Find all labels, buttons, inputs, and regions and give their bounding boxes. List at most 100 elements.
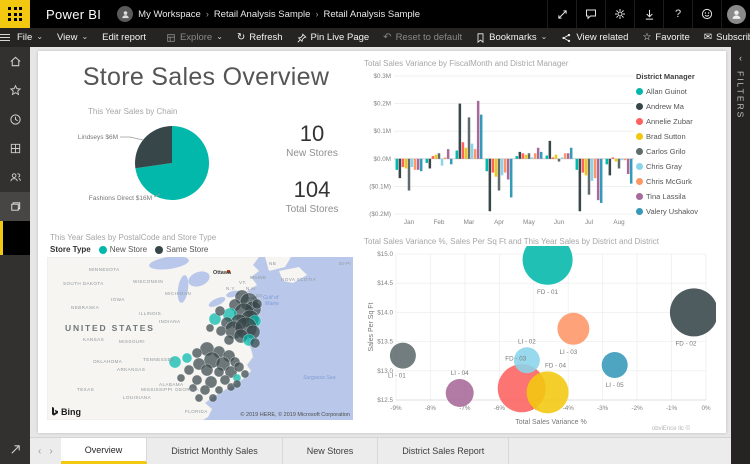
nav-favorites[interactable]	[0, 76, 30, 105]
kpi-total-stores[interactable]: 104 Total Stores	[262, 177, 362, 215]
bubble-LI-05[interactable]	[601, 352, 628, 378]
nav-apps[interactable]	[0, 134, 30, 163]
bubble-FD-04[interactable]	[526, 371, 569, 414]
svg-text:Jun: Jun	[554, 219, 565, 226]
legend-dot	[155, 245, 164, 254]
nav-hamburger-icon[interactable]	[0, 28, 10, 47]
filters-panel-label[interactable]: FILTERS	[735, 71, 746, 120]
help-icon[interactable]: ?	[663, 0, 692, 28]
bubble-LI-01[interactable]	[389, 342, 416, 369]
view-menu[interactable]: View ⌄	[57, 32, 89, 43]
breadcrumb-workspace[interactable]: My Workspace	[138, 8, 201, 20]
legend-item[interactable]: Chris Gray	[636, 159, 720, 174]
favorite-button[interactable]: ☆ Favorite	[642, 31, 690, 43]
ottawa-marker	[227, 270, 230, 273]
legend-item[interactable]: Brad Sutton	[636, 129, 720, 144]
svg-text:-9%: -9%	[390, 405, 402, 412]
breadcrumb-app[interactable]: Retail Analysis Sample	[213, 8, 311, 20]
settings-gear-icon[interactable]	[605, 0, 634, 28]
scatter-chart-visual[interactable]: Total Sales Variance %, Sales Per Sq Ft …	[364, 234, 724, 429]
bing-map[interactable]: MINNESOTA WISCONSIN MICHIGAN SOUTH DAKOTA IO…	[46, 256, 353, 421]
tab-new-stores[interactable]: New Stores	[282, 438, 379, 464]
legend-item[interactable]: Chris McGurk	[636, 174, 720, 189]
legend-item[interactable]: Carlos Grilo	[636, 144, 720, 159]
nav-workspaces[interactable]	[0, 192, 30, 221]
svg-text:LI - 05: LI - 05	[606, 382, 624, 389]
tab-district-monthly-sales[interactable]: District Monthly Sales	[147, 438, 283, 464]
tab-district-sales-report[interactable]: District Sales Report	[378, 438, 510, 464]
legend-title: District Manager	[636, 72, 695, 81]
subscribe-button[interactable]: ✉Subscribe	[703, 31, 750, 43]
explore-menu[interactable]: Explore ⌄	[159, 28, 230, 47]
svg-text:$13.0: $13.0	[377, 368, 393, 375]
nav-shared-with-me[interactable]	[0, 163, 30, 192]
map-canvas[interactable]: MINNESOTA WISCONSIN MICHIGAN SOUTH DAKOTA IO…	[46, 256, 353, 421]
svg-text:ILLINOIS: ILLINOIS	[139, 311, 161, 316]
map-visual[interactable]: This Year Sales by PostalCode and Store …	[46, 233, 364, 425]
report-page: Store Sales Overview This Year Sales by …	[38, 51, 726, 433]
nav-home[interactable]	[0, 47, 30, 76]
svg-text:($0.1M): ($0.1M)	[369, 183, 391, 190]
expand-filters-icon[interactable]: ‹	[739, 53, 742, 63]
scatter-chart[interactable]: -9%-8%-7%-6%-5%-4%-3%-2%-1%0%$12.5$13.0$…	[364, 234, 718, 428]
bookmarks-menu[interactable]: Bookmarks ⌄	[469, 28, 554, 47]
map-title: This Year Sales by PostalCode and Store …	[50, 233, 217, 242]
map-legend-item-new[interactable]: New Store	[98, 245, 147, 254]
legend-item[interactable]: Tina Lassila	[636, 189, 720, 204]
collapse-nav-button[interactable]	[0, 434, 30, 464]
map-legend-item-same[interactable]: Same Store	[155, 245, 208, 254]
svg-text:ARKANSAS: ARKANSAS	[117, 367, 145, 372]
feedback-smiley-icon[interactable]	[692, 0, 721, 28]
refresh-button[interactable]: ↻ Refresh	[236, 31, 283, 43]
legend-item[interactable]: Annelie Zubar	[636, 114, 720, 129]
profile-avatar[interactable]	[721, 0, 750, 28]
svg-text:MAINE: MAINE	[250, 275, 267, 280]
pie-chart-visual[interactable]: This Year Sales by Chain Lindseys $6M Fas…	[52, 107, 352, 217]
bubble-FD-01[interactable]	[522, 234, 573, 285]
bubble-LI-02[interactable]	[513, 347, 540, 374]
bar-chart-visual[interactable]: Total Sales Variance by FiscalMonth and …	[364, 59, 722, 233]
bubble-LI-04[interactable]	[445, 379, 474, 407]
legend-item[interactable]: Valery Ushakov	[636, 204, 720, 219]
home-icon	[10, 56, 20, 67]
svg-text:LI - 04: LI - 04	[451, 370, 469, 377]
edit-report-button[interactable]: Edit report	[102, 32, 146, 43]
tab-forward-icon[interactable]: ›	[49, 445, 53, 457]
clock-icon	[9, 114, 21, 125]
powerbi-logo[interactable]: Power BI	[46, 6, 102, 22]
svg-text:WISCONSIN: WISCONSIN	[133, 279, 163, 284]
svg-text:Feb: Feb	[434, 219, 445, 226]
app-launcher-waffle-icon[interactable]	[0, 0, 30, 28]
svg-text:Jul: Jul	[585, 219, 593, 226]
bar-chart[interactable]: $0.3M $0.2M $0.1M $0.0M ($0.1M) ($0.2M) Jan Feb…	[364, 68, 636, 228]
tab-overview[interactable]: Overview	[60, 438, 148, 464]
legend-item[interactable]: Allan Guinot	[636, 84, 720, 99]
svg-text:-1%: -1%	[666, 405, 678, 412]
svg-text:$15.0: $15.0	[377, 251, 393, 258]
bubble-LI-03[interactable]	[557, 312, 590, 345]
fullscreen-icon[interactable]	[547, 0, 576, 28]
svg-text:-6%: -6%	[494, 405, 506, 412]
pin-live-page-button[interactable]: Pin Live Page	[290, 28, 377, 47]
bing-logo[interactable]: Bing	[51, 407, 81, 417]
file-menu[interactable]: File ⌄	[17, 32, 44, 43]
bubble-FD-02[interactable]	[669, 288, 718, 337]
nav-item-selected-workspace[interactable]	[0, 221, 30, 255]
svg-text:$0.3M: $0.3M	[373, 73, 391, 80]
kpi-new-stores[interactable]: 10 New Stores	[262, 121, 362, 159]
map-bubbles[interactable]	[168, 289, 263, 403]
svg-text:May: May	[523, 219, 536, 226]
download-icon[interactable]	[634, 0, 663, 28]
menubar-right: ↶ Reset to default Bookmarks ⌄ View relate…	[376, 28, 750, 47]
nav-recent[interactable]	[0, 105, 30, 134]
view-related-button[interactable]: View related	[554, 28, 635, 47]
legend-item[interactable]: Andrew Ma	[636, 99, 720, 114]
reset-to-default-button[interactable]: ↶ Reset to default	[383, 31, 463, 43]
tab-back-icon[interactable]: ‹	[38, 445, 42, 457]
workspace-avatar[interactable]	[117, 6, 134, 22]
svg-text:-4%: -4%	[563, 405, 575, 412]
pie-chart[interactable]: Lindseys $6M Fashions Direct $16M	[52, 116, 282, 210]
comments-icon[interactable]	[576, 0, 605, 28]
svg-text:$0.2M: $0.2M	[373, 101, 391, 108]
breadcrumb-report[interactable]: Retail Analysis Sample	[323, 8, 421, 20]
